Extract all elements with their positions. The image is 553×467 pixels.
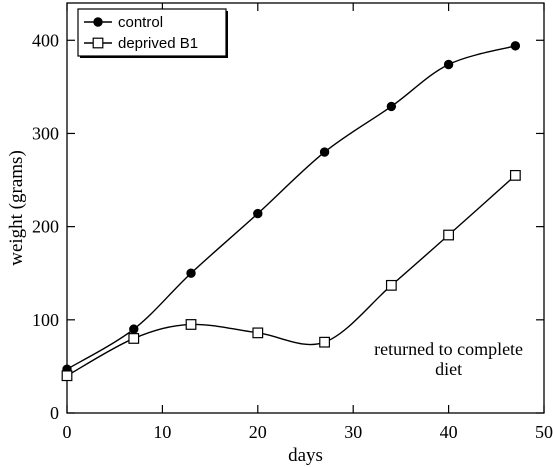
data-point-control bbox=[319, 147, 330, 157]
data-point-deprived-b1 bbox=[385, 279, 397, 291]
y-axis-title: weight (grams) bbox=[6, 150, 27, 266]
y-tick-label: 0 bbox=[50, 403, 59, 423]
x-tick-label: 40 bbox=[440, 422, 458, 442]
data-point-control bbox=[253, 208, 263, 219]
data-point-deprived-b1 bbox=[128, 333, 140, 344]
y-tick-label: 400 bbox=[32, 30, 59, 50]
data-point-control bbox=[443, 59, 454, 70]
data-point-deprived-b1 bbox=[319, 336, 330, 348]
legend-label: deprived B1 bbox=[118, 35, 198, 52]
legend-label: control bbox=[118, 14, 163, 31]
legend-marker bbox=[92, 37, 104, 49]
plot-frame bbox=[66, 2, 545, 414]
data-point-deprived-b1 bbox=[509, 169, 521, 181]
data-point-control bbox=[186, 268, 196, 278]
legend-marker bbox=[93, 17, 103, 27]
y-tick-label: 200 bbox=[32, 217, 59, 237]
annotation-text: diet bbox=[435, 359, 462, 379]
x-axis-title: days bbox=[288, 445, 323, 466]
x-tick-label: 20 bbox=[249, 422, 267, 442]
annotation-text: returned to complete bbox=[374, 339, 523, 359]
data-point-control bbox=[510, 41, 521, 51]
data-point-deprived-b1 bbox=[61, 370, 73, 382]
data-point-deprived-b1 bbox=[443, 229, 454, 241]
x-tick-label: 10 bbox=[153, 422, 171, 442]
y-tick-label: 300 bbox=[32, 123, 59, 143]
data-point-deprived-b1 bbox=[252, 327, 264, 339]
x-tick-label: 0 bbox=[63, 422, 72, 442]
series-line-control bbox=[66, 45, 516, 370]
data-point-control bbox=[129, 324, 139, 334]
data-point-control bbox=[386, 101, 397, 112]
x-tick-label: 30 bbox=[344, 422, 362, 442]
data-point-deprived-b1 bbox=[185, 319, 197, 330]
y-tick-label: 100 bbox=[32, 310, 59, 330]
x-tick-label: 50 bbox=[535, 422, 553, 442]
